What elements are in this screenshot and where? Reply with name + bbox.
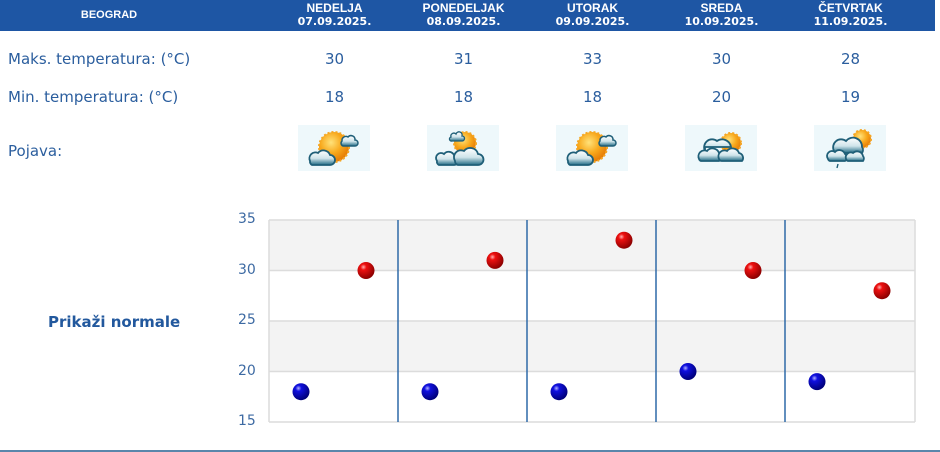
min-temp-dot <box>808 373 826 391</box>
y-tick: 15 <box>238 413 256 429</box>
mostly-cloudy-icon <box>685 125 757 171</box>
max-temp-value: 33 <box>582 50 603 68</box>
min-temp-dot <box>550 383 568 401</box>
day-name: PONEDELJAK <box>422 1 505 15</box>
day-date: 08.09.2025. <box>426 15 501 28</box>
sun-mostly-clear-icon <box>556 125 628 171</box>
max-temp-dot <box>873 282 891 300</box>
show-normals-link[interactable]: Prikaži normale <box>48 313 181 331</box>
day-date: 09.09.2025. <box>555 15 630 28</box>
max-temp-value: 30 <box>711 50 732 68</box>
day-name: ČETVRTAK <box>818 1 883 15</box>
y-tick: 20 <box>238 363 256 379</box>
max-temp-dot <box>357 262 375 279</box>
day-date: 10.09.2025. <box>684 15 759 28</box>
day-date: 07.09.2025. <box>297 15 372 28</box>
y-tick: 35 <box>238 211 256 227</box>
min-temp-dot <box>292 383 310 401</box>
day-header: PONEDELJAK 08.09.2025. <box>399 1 528 29</box>
partly-cloudy-icon <box>427 125 499 171</box>
min-temp-value: 19 <box>840 88 861 106</box>
day-name: SREDA <box>700 1 743 15</box>
min-temp-dot <box>421 383 439 401</box>
day-header: NEDELJA 07.09.2025. <box>270 1 399 29</box>
max-temp-value: 30 <box>324 50 345 68</box>
min-temp-dot <box>679 363 697 380</box>
min-temp-value: 18 <box>324 88 345 106</box>
max-temp-value: 31 <box>453 50 474 68</box>
max-temp-value: 28 <box>840 50 861 68</box>
day-date: 11.09.2025. <box>813 15 888 28</box>
max-temp-dot <box>744 262 762 279</box>
forecast-header: BEOGRAD NEDELJA 07.09.2025. PONEDELJAK 0… <box>0 0 935 31</box>
day-header: UTORAK 09.09.2025. <box>528 1 657 29</box>
max-temp-dot <box>615 231 633 249</box>
max-temp-dot <box>486 251 504 269</box>
chart-band <box>269 321 915 372</box>
day-name: NEDELJA <box>306 1 363 15</box>
min-temp-value: 18 <box>453 88 474 106</box>
day-name: UTORAK <box>566 1 619 15</box>
day-header: ČETVRTAK 11.09.2025. <box>786 1 915 29</box>
min-temp-value: 20 <box>711 88 732 106</box>
city-name: BEOGRAD <box>80 9 138 21</box>
sun-mostly-clear-icon <box>298 125 370 171</box>
max-temp-label: Maks. temperatura: (°C) <box>8 50 191 68</box>
cloudy-light-rain-icon <box>814 125 886 171</box>
y-tick: 25 <box>238 312 256 328</box>
y-tick: 30 <box>238 262 256 278</box>
bottom-divider <box>0 450 940 452</box>
phenomenon-label: Pojava: <box>8 142 63 160</box>
min-temp-label: Min. temperatura: (°C) <box>8 88 179 106</box>
day-header: SREDA 10.09.2025. <box>657 1 786 29</box>
chart-band <box>269 220 915 271</box>
min-temp-value: 18 <box>582 88 603 106</box>
